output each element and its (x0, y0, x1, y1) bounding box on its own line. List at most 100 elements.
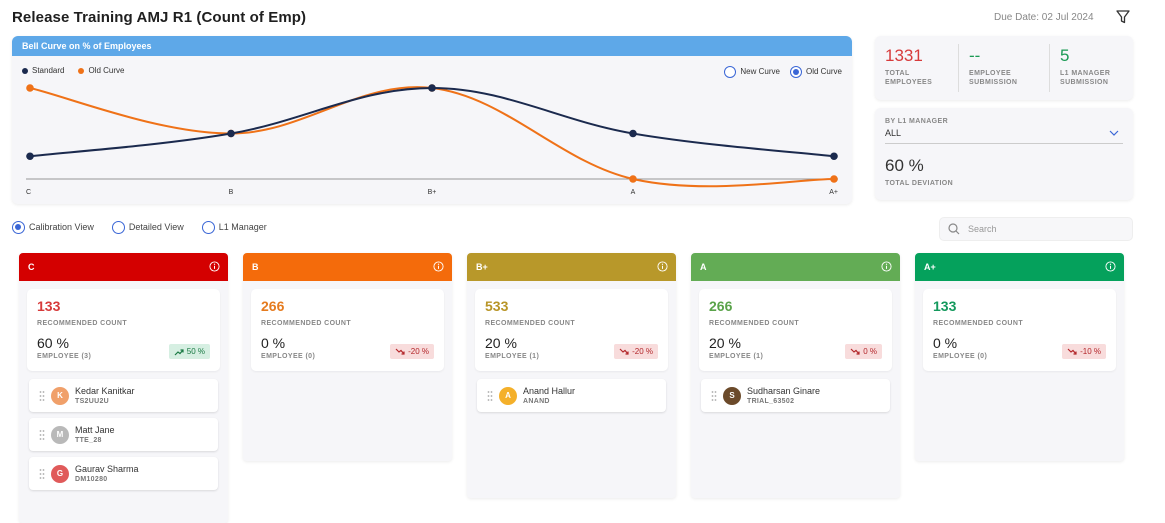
data-point-standard-A+[interactable] (830, 152, 838, 161)
grade-header: B (243, 253, 452, 281)
data-point-standard-B+[interactable] (428, 84, 436, 92)
recommended-count: 133 (37, 298, 61, 314)
employee-percent: 0 % (261, 335, 286, 351)
drag-handle-icon[interactable] (39, 429, 45, 441)
trend-down-icon (850, 348, 860, 355)
employee-name: Sudharsan Ginare (747, 386, 821, 396)
employee-percent: 0 % (933, 335, 958, 351)
x-tick-label: A+ (829, 189, 838, 196)
grade-column-c: C 133 RECOMMENDED COUNT 60 % EMPLOYEE (3… (19, 253, 228, 523)
stat-manager-submission: 5 L1 MANAGER SUBMISSION (1050, 44, 1133, 92)
deviation-value: 50 % (186, 347, 205, 356)
recommended-count-label: RECOMMENDED COUNT (485, 320, 576, 327)
data-point-old-curve-C[interactable] (26, 84, 34, 92)
employee-count: EMPLOYEE (0) (261, 353, 316, 360)
avatar: S (723, 386, 741, 405)
view-calibration[interactable]: Calibration View (12, 221, 94, 234)
trend-down-icon (619, 348, 629, 355)
drag-handle-icon[interactable] (711, 390, 717, 402)
info-icon[interactable] (1105, 261, 1116, 272)
data-point-old-curve-A[interactable] (629, 175, 637, 183)
recommended-count-label: RECOMMENDED COUNT (933, 320, 1024, 327)
summary-stats: 1331 TOTAL EMPLOYEES -- EMPLOYEE SUBMISS… (875, 36, 1133, 100)
recommended-count-label: RECOMMENDED COUNT (37, 320, 128, 327)
manager-filter-label: BY L1 MANAGER (885, 118, 949, 125)
employee-card[interactable]: M Matt Jane TTE_28 (29, 418, 218, 451)
deviation-badge: 50 % (168, 344, 210, 359)
trend-up-icon (174, 348, 184, 355)
legend-standard: Standard (22, 66, 64, 75)
view-detailed[interactable]: Detailed View (111, 221, 184, 234)
search-placeholder: Search (968, 224, 997, 234)
info-icon[interactable] (209, 261, 220, 272)
old-curve-radio[interactable]: Old Curve (789, 66, 842, 78)
deviation-badge: -20 % (390, 344, 434, 359)
deviation-badge: 0 % (845, 344, 882, 359)
recommended-count: 266 (709, 298, 733, 314)
chart-legend: Standard Old Curve (22, 66, 124, 75)
due-date: Due Date: 02 Jul 2024 (994, 12, 1094, 23)
data-point-standard-B[interactable] (227, 129, 235, 138)
employee-id: DM10280 (75, 476, 108, 483)
employee-percent: 20 % (709, 335, 741, 351)
search-input[interactable]: Search (939, 217, 1133, 241)
new-curve-radio[interactable]: New Curve (724, 66, 780, 78)
avatar: M (51, 425, 69, 444)
filter-icon[interactable] (1115, 9, 1131, 25)
grade-column-a: A 266 RECOMMENDED COUNT 20 % EMPLOYEE (1… (691, 253, 900, 498)
grade-header: A+ (915, 253, 1124, 281)
bell-curve-chart: C B B+ A A+ (26, 84, 838, 196)
stat-label: L1 MANAGER SUBMISSION (1060, 70, 1111, 86)
deviation-value: -20 % (408, 347, 429, 356)
x-tick-label: B (229, 189, 234, 196)
employee-count: EMPLOYEE (1) (709, 353, 764, 360)
info-icon[interactable] (433, 261, 444, 272)
data-point-old-curve-A+[interactable] (830, 175, 838, 183)
chart-title: Bell Curve on % of Employees (12, 36, 852, 56)
page-title: Release Training AMJ R1 (Count of Emp) (12, 9, 307, 26)
employee-card[interactable]: K Kedar Kanitkar TS2UU2U (29, 379, 218, 412)
x-tick-label: C (26, 189, 31, 196)
stat-value: 1331 (885, 46, 923, 65)
legend-old-curve: Old Curve (78, 66, 124, 75)
stat-total-employees: 1331 TOTAL EMPLOYEES (875, 44, 959, 92)
grade-label: B+ (476, 262, 488, 272)
employee-id: TTE_28 (75, 437, 102, 444)
drag-handle-icon[interactable] (39, 390, 45, 402)
employee-card[interactable]: G Gaurav Sharma DM10280 (29, 457, 218, 490)
grade-column-b: B 266 RECOMMENDED COUNT 0 % EMPLOYEE (0)… (243, 253, 452, 461)
employee-name: Anand Hallur (523, 386, 576, 396)
recommended-card: 266 RECOMMENDED COUNT 20 % EMPLOYEE (1) … (699, 289, 892, 371)
data-point-standard-C[interactable] (26, 152, 34, 161)
view-l1-manager[interactable]: L1 Manager (201, 221, 267, 234)
avatar: A (499, 386, 517, 405)
info-icon[interactable] (881, 261, 892, 272)
stat-value: -- (969, 46, 981, 65)
employee-id: ANAND (523, 398, 550, 405)
curve-toggle: New Curve Old Curve (724, 66, 842, 78)
drag-handle-icon[interactable] (487, 390, 493, 402)
drag-handle-icon[interactable] (39, 468, 45, 480)
manager-select-value: ALL (885, 128, 902, 138)
grade-header: A (691, 253, 900, 281)
deviation-badge: -10 % (1062, 344, 1106, 359)
employee-id: TS2UU2U (75, 398, 109, 405)
manager-filter-card: BY L1 MANAGER ALL 60 % TOTAL DEVIATION (875, 108, 1133, 200)
grade-label: B (252, 262, 259, 272)
employee-count: EMPLOYEE (3) (37, 353, 92, 360)
deviation-badge: -20 % (614, 344, 658, 359)
grade-label: A (700, 262, 707, 272)
data-point-standard-A[interactable] (629, 129, 637, 138)
manager-select[interactable]: ALL (885, 128, 1123, 144)
stat-value: 5 (1060, 46, 1070, 65)
grade-header: C (19, 253, 228, 281)
recommended-card: 533 RECOMMENDED COUNT 20 % EMPLOYEE (1) … (475, 289, 668, 371)
employee-card[interactable]: S Sudharsan Ginare TRIAL_63502 (701, 379, 890, 412)
employee-card[interactable]: A Anand Hallur ANAND (477, 379, 666, 412)
info-icon[interactable] (657, 261, 668, 272)
total-deviation-value: 60 % (885, 156, 924, 175)
grade-label: A+ (924, 262, 936, 272)
recommended-count: 266 (261, 298, 285, 314)
employee-percent: 60 % (37, 335, 69, 351)
employee-name: Matt Jane (75, 425, 115, 435)
